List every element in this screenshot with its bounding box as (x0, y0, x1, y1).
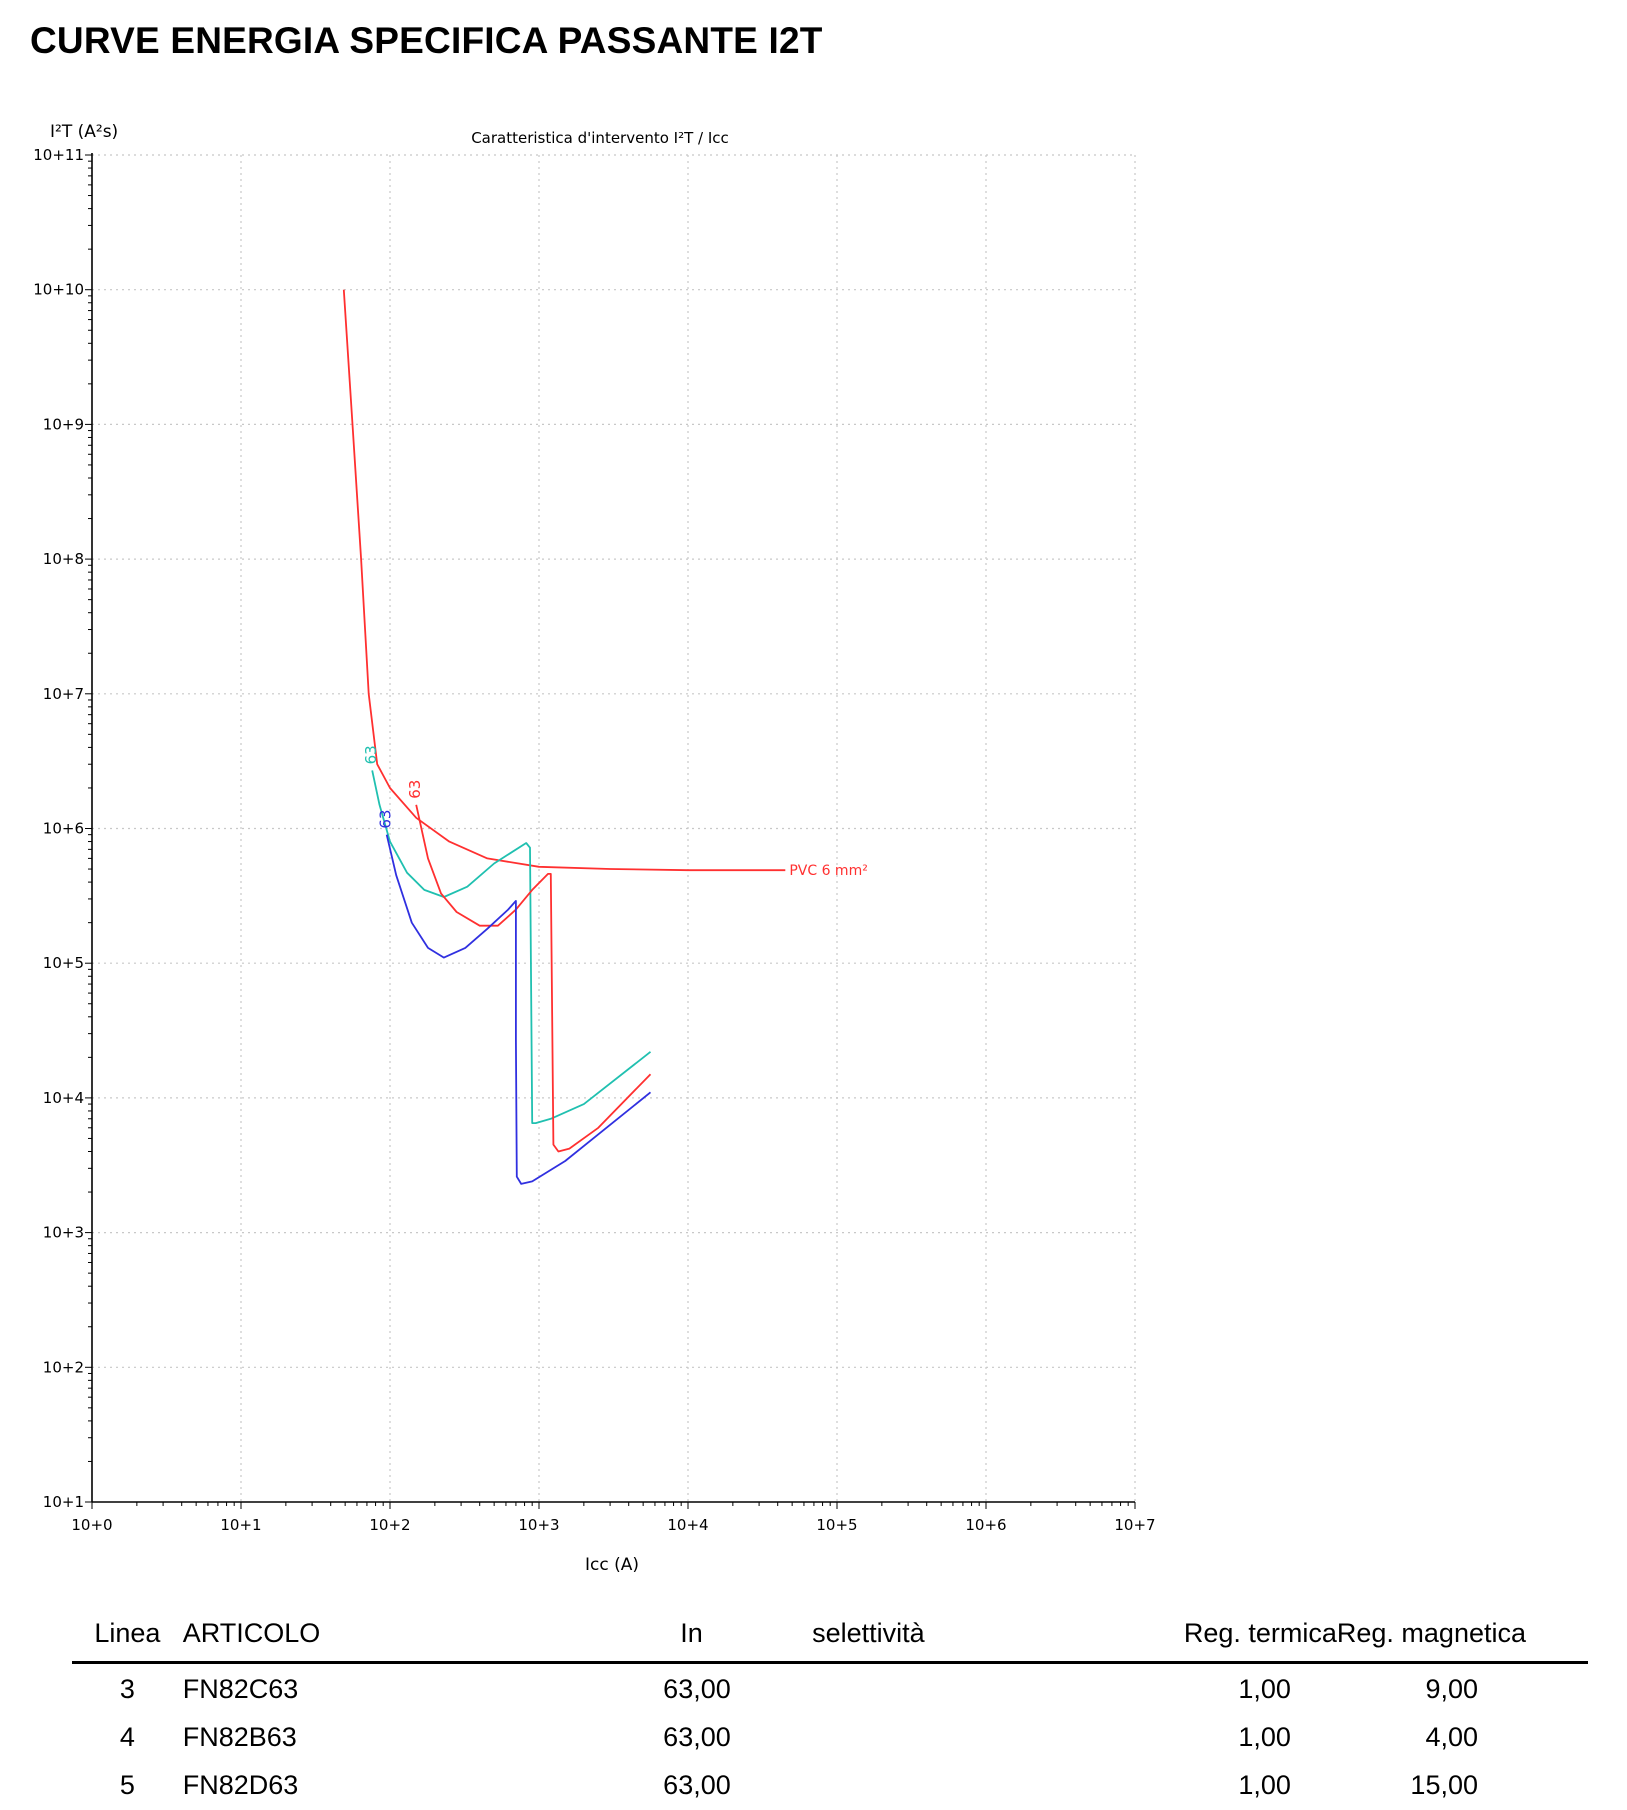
chart-axes: 10+0 10+1 10+2 10+3 10+4 10+5 10+6 10+7 10+1 10+2… (33, 146, 1155, 1534)
breaker-table: Linea ARTICOLO In selettività Reg. termi… (72, 1618, 1588, 1808)
cell-reg-termica: 1,00 (1238, 1674, 1291, 1704)
header-articolo: ARTICOLO (182, 1618, 479, 1664)
x-tick-label: 10+2 (369, 1516, 410, 1534)
cell-reg-magnetica: 9,00 (1425, 1674, 1478, 1704)
cell-selettivita (731, 1663, 1006, 1713)
x-axis-label: Icc (A) (585, 1555, 639, 1575)
header-selettivita: selettività (730, 1618, 1007, 1664)
y-tick-label: 10+5 (43, 954, 84, 972)
cell-in: 63,00 (663, 1770, 731, 1800)
x-tick-label: 10+0 (71, 1516, 112, 1534)
series-label-red: 63 (406, 780, 424, 799)
table-row: 3 FN82C63 63,00 1,00 9,00 (72, 1663, 1588, 1713)
x-tick-label: 10+1 (220, 1516, 261, 1534)
series-label-blue: 63 (377, 810, 395, 829)
cell-articolo: FN82C63 (182, 1674, 299, 1704)
cell-linea: 3 (119, 1674, 135, 1704)
page-title: CURVE ENERGIA SPECIFICA PASSANTE I2T (30, 20, 823, 61)
header-in: In (478, 1618, 731, 1664)
cell-linea: 5 (119, 1770, 135, 1800)
series-line-3 (385, 834, 652, 1185)
chart-grid (92, 154, 1136, 1502)
series-line-2 (415, 804, 652, 1153)
table-row: 4 FN82B63 63,00 1,00 4,00 (72, 1712, 1588, 1760)
y-tick-label: 10+10 (33, 281, 84, 299)
cell-reg-magnetica: 15,00 (1410, 1770, 1478, 1800)
series-label-teal: 63 (362, 745, 380, 764)
y-tick-label: 10+9 (43, 415, 84, 433)
y-tick-label: 10+11 (33, 146, 84, 164)
series-line-0 (342, 289, 786, 872)
x-tick-label: 10+6 (965, 1516, 1006, 1534)
y-tick-label: 10+7 (43, 685, 84, 703)
x-tick-label: 10+3 (518, 1516, 559, 1534)
series-label-pvc: PVC 6 mm² (789, 863, 868, 879)
cell-articolo: FN82B63 (182, 1722, 297, 1752)
cell-in: 63,00 (663, 1674, 731, 1704)
header-reg-termica: Reg. termica (1006, 1618, 1337, 1664)
y-tick-label: 10+4 (43, 1089, 84, 1107)
header-reg-magnetica: Reg. magnetica (1336, 1618, 1588, 1664)
header-linea: Linea (72, 1618, 183, 1664)
x-tick-label: 10+7 (1114, 1516, 1155, 1534)
x-tick-label: 10+4 (667, 1516, 708, 1534)
y-tick-label: 10+2 (43, 1358, 84, 1376)
x-tick-label: 10+5 (816, 1516, 857, 1534)
i2t-chart: 10+0 10+1 10+2 10+3 10+4 10+5 10+6 10+7 10+1 10+2… (33, 122, 1155, 1575)
cell-reg-magnetica: 4,00 (1425, 1722, 1478, 1752)
y-tick-label: 10+6 (43, 820, 84, 838)
chart-title: Caratteristica d'intervento I²T / Icc (471, 129, 729, 147)
y-tick-label: 10+8 (43, 550, 84, 568)
cell-selettivita (731, 1760, 1006, 1808)
series-line-1 (371, 770, 652, 1124)
chart-series (342, 289, 786, 1185)
cell-selettivita (731, 1712, 1006, 1760)
cell-articolo: FN82D63 (182, 1770, 299, 1800)
table-row: 5 FN82D63 63,00 1,00 15,00 (72, 1760, 1588, 1808)
y-tick-label: 10+3 (43, 1224, 84, 1242)
y-axis-label: I²T (A²s) (50, 122, 118, 142)
cell-reg-termica: 1,00 (1238, 1722, 1291, 1752)
y-tick-label: 10+1 (43, 1493, 84, 1511)
cell-reg-termica: 1,00 (1238, 1770, 1291, 1800)
cell-linea: 4 (119, 1722, 135, 1752)
table-header-row: Linea ARTICOLO In selettività Reg. termi… (72, 1618, 1588, 1664)
cell-in: 63,00 (663, 1722, 731, 1752)
